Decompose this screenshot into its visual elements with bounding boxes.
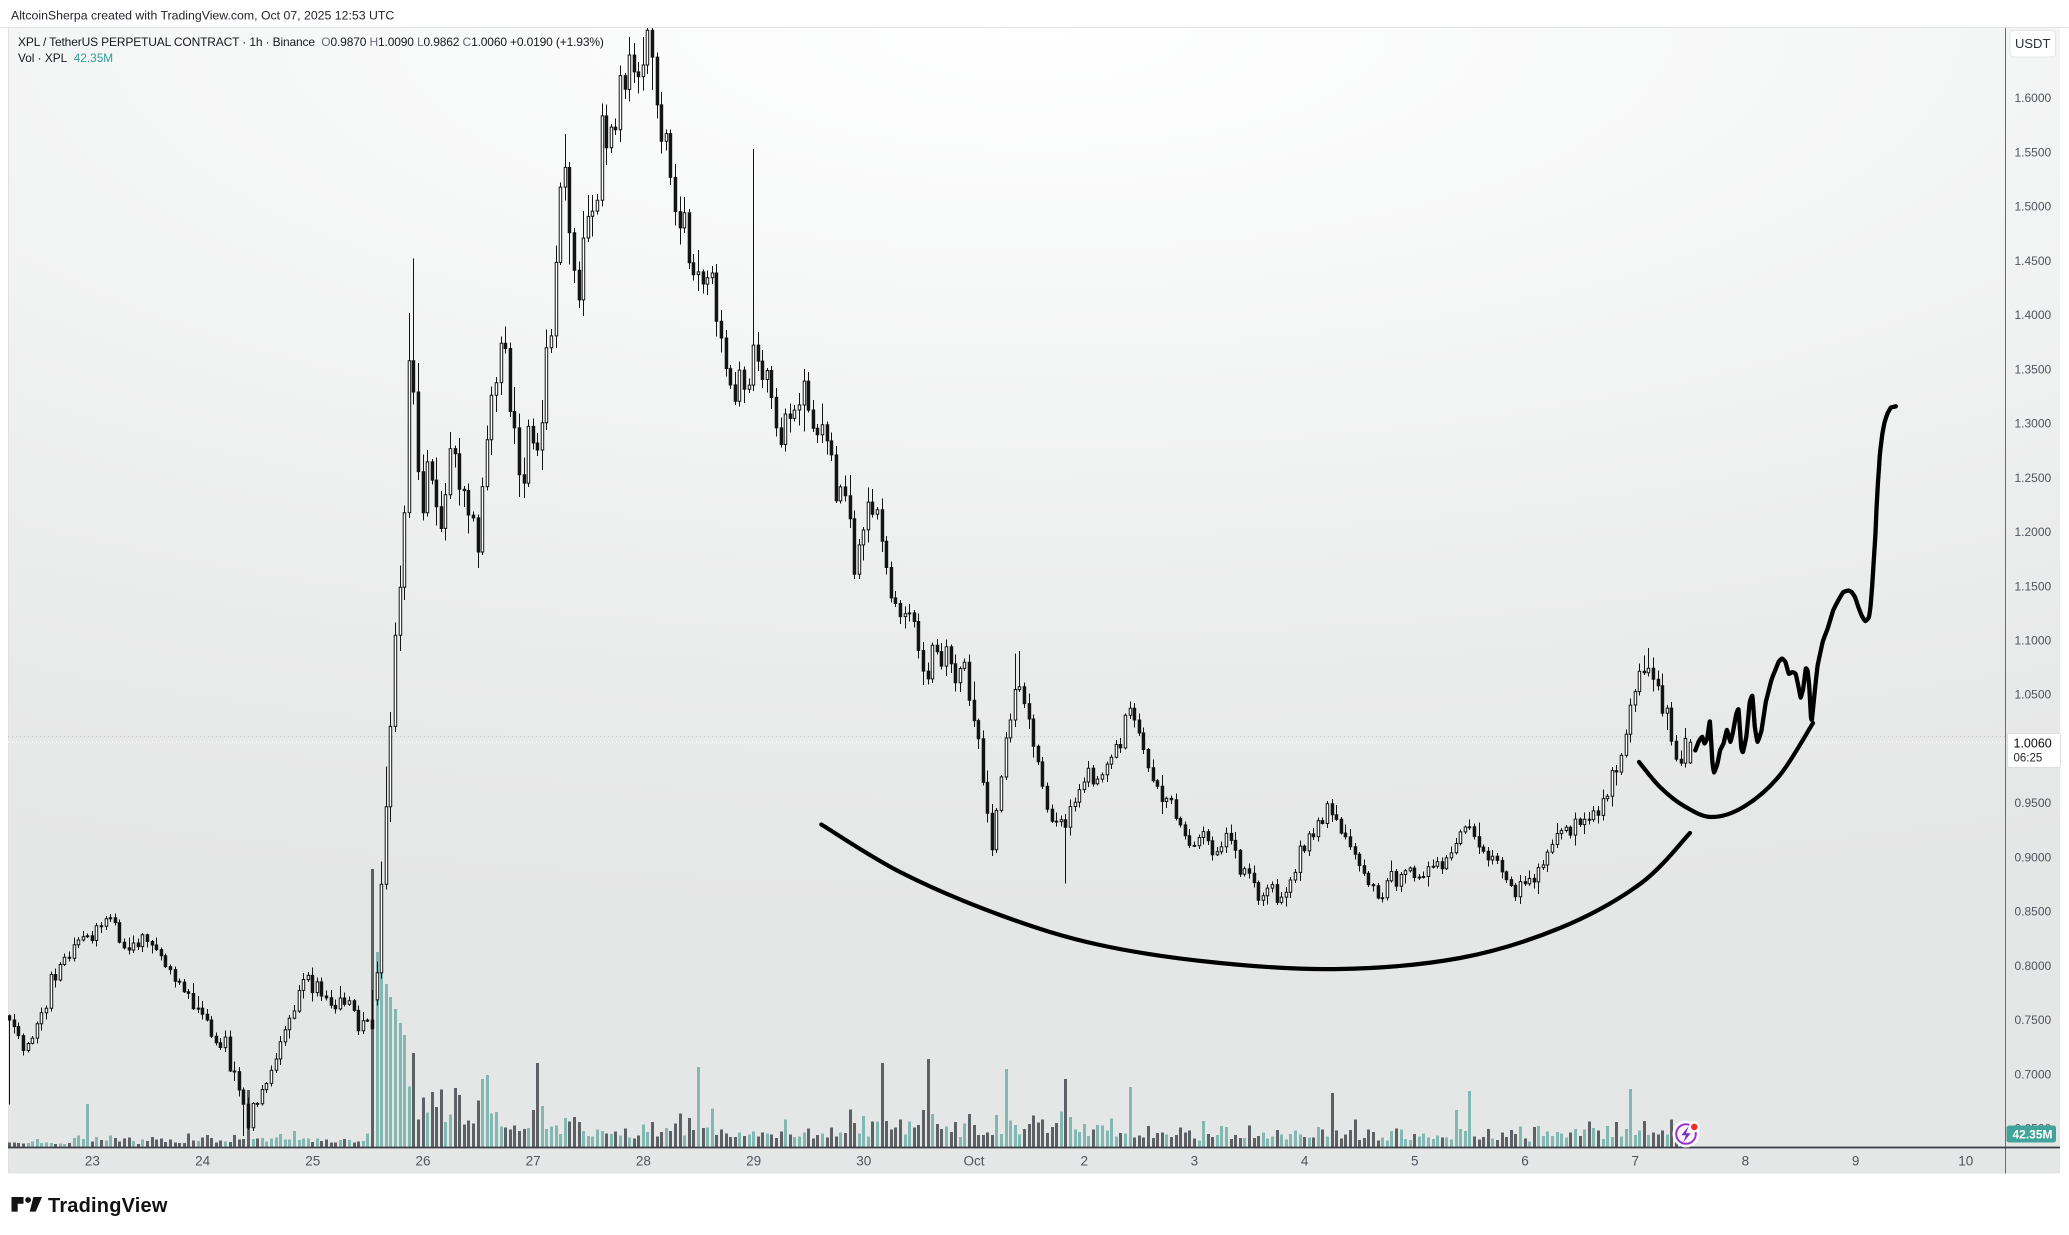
svg-text:1.1000: 1.1000 bbox=[2015, 634, 2052, 648]
svg-text:9: 9 bbox=[1852, 1154, 1860, 1169]
svg-text:AltcoinSherpa created with Tra: AltcoinSherpa created with TradingView.c… bbox=[11, 9, 394, 23]
svg-text:1.5000: 1.5000 bbox=[2015, 200, 2052, 214]
svg-text:Oct: Oct bbox=[963, 1154, 984, 1169]
svg-text:TradingView: TradingView bbox=[48, 1195, 168, 1217]
svg-text:1.4500: 1.4500 bbox=[2015, 254, 2052, 268]
svg-text:26: 26 bbox=[415, 1154, 430, 1169]
svg-text:25: 25 bbox=[305, 1154, 320, 1169]
svg-text:0.8000: 0.8000 bbox=[2015, 959, 2052, 973]
svg-text:0.9500: 0.9500 bbox=[2015, 796, 2052, 810]
svg-text:1.2000: 1.2000 bbox=[2015, 525, 2052, 539]
svg-text:1.0060: 1.0060 bbox=[2014, 737, 2052, 751]
svg-text:24: 24 bbox=[195, 1154, 211, 1169]
svg-text:10: 10 bbox=[1958, 1154, 1973, 1169]
svg-text:1.5500: 1.5500 bbox=[2015, 145, 2052, 159]
svg-text:4: 4 bbox=[1301, 1154, 1309, 1169]
svg-text:USDT: USDT bbox=[2015, 36, 2050, 51]
svg-text:23: 23 bbox=[85, 1154, 100, 1169]
svg-text:6: 6 bbox=[1521, 1154, 1529, 1169]
svg-text:1.4000: 1.4000 bbox=[2015, 308, 2052, 322]
svg-text:8: 8 bbox=[1742, 1154, 1750, 1169]
svg-text:28: 28 bbox=[636, 1154, 651, 1169]
svg-text:1.2500: 1.2500 bbox=[2015, 471, 2052, 485]
svg-text:1.1500: 1.1500 bbox=[2015, 579, 2052, 593]
svg-text:0.7500: 0.7500 bbox=[2015, 1013, 2052, 1027]
svg-text:06:25: 06:25 bbox=[2014, 753, 2043, 765]
svg-text:3: 3 bbox=[1191, 1154, 1199, 1169]
svg-text:1.0500: 1.0500 bbox=[2015, 688, 2052, 702]
svg-text:2: 2 bbox=[1080, 1154, 1088, 1169]
svg-text:0.9000: 0.9000 bbox=[2015, 851, 2052, 865]
svg-text:Vol · XPL 42.35M: Vol · XPL 42.35M bbox=[18, 51, 113, 65]
svg-text:1.6000: 1.6000 bbox=[2015, 91, 2052, 105]
svg-text:5: 5 bbox=[1411, 1154, 1419, 1169]
svg-text:XPL / TetherUS PERPETUAL CONTR: XPL / TetherUS PERPETUAL CONTRACT · 1h ·… bbox=[18, 35, 604, 49]
svg-text:42.35M: 42.35M bbox=[2013, 1128, 2053, 1142]
svg-text:7: 7 bbox=[1631, 1154, 1639, 1169]
svg-text:1.3500: 1.3500 bbox=[2015, 362, 2052, 376]
svg-text:0.7000: 0.7000 bbox=[2015, 1067, 2052, 1081]
svg-text:1.3000: 1.3000 bbox=[2015, 417, 2052, 431]
svg-text:0.8500: 0.8500 bbox=[2015, 905, 2052, 919]
svg-text:30: 30 bbox=[856, 1154, 871, 1169]
svg-text:27: 27 bbox=[526, 1154, 541, 1169]
svg-text:29: 29 bbox=[746, 1154, 761, 1169]
